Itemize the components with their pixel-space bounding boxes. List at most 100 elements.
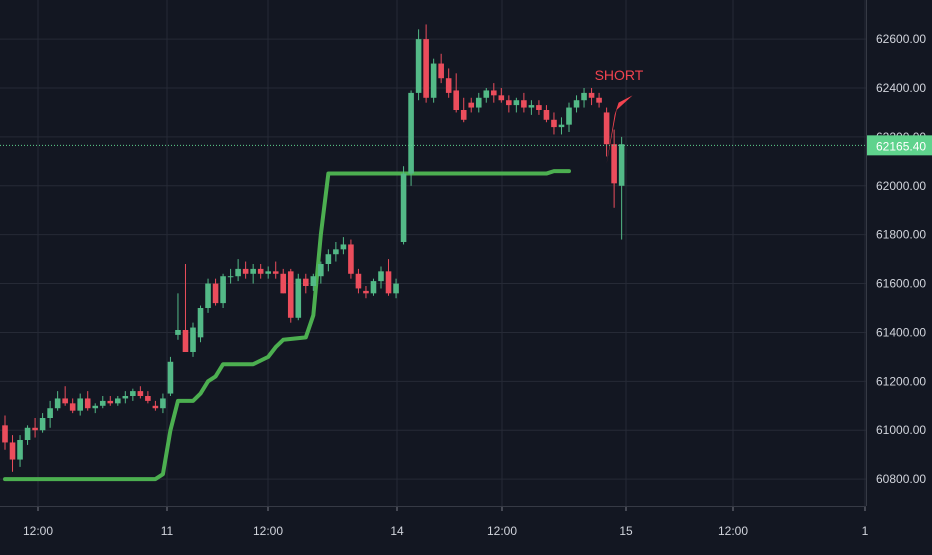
candle-body[interactable]	[333, 249, 339, 255]
y-tick-label: 61400.00	[876, 325, 926, 339]
x-tick-label: 12:00	[23, 524, 53, 538]
candle-body[interactable]	[348, 244, 354, 274]
candle-body[interactable]	[408, 92, 414, 174]
candle-body[interactable]	[603, 112, 610, 145]
candle-body[interactable]	[475, 97, 482, 108]
candle-body[interactable]	[551, 119, 557, 128]
y-tick-label: 62600.00	[876, 32, 926, 46]
candle-body[interactable]	[197, 308, 204, 338]
candle-body[interactable]	[205, 283, 211, 308]
x-tick-label: 12:00	[253, 524, 283, 538]
candle-body[interactable]	[318, 264, 324, 277]
candle-body[interactable]	[145, 396, 151, 401]
candle-body[interactable]	[242, 268, 249, 274]
candle-body[interactable]	[468, 102, 475, 108]
candle-body[interactable]	[363, 290, 369, 294]
candle-body[interactable]	[303, 278, 309, 286]
candle-body[interactable]	[528, 105, 535, 108]
candle-body[interactable]	[393, 283, 399, 294]
x-tick-label: 14	[390, 524, 404, 538]
candle-body[interactable]	[543, 110, 550, 120]
candle-body[interactable]	[506, 100, 512, 106]
candle-body[interactable]	[130, 391, 136, 396]
y-tick-label: 62000.00	[876, 179, 926, 193]
candle-body[interactable]	[257, 268, 264, 274]
candle-body[interactable]	[581, 92, 587, 101]
candle-body[interactable]	[355, 273, 362, 289]
short-signal-label: SHORT	[595, 67, 644, 83]
candle-body[interactable]	[536, 105, 542, 110]
candle-body[interactable]	[122, 396, 129, 399]
candle-body[interactable]	[460, 110, 467, 120]
candle-body[interactable]	[611, 144, 617, 184]
candle-body[interactable]	[438, 63, 444, 79]
trailing-stop-line	[3, 169, 571, 482]
candle-body[interactable]	[250, 268, 256, 274]
candle-body[interactable]	[295, 278, 302, 318]
candle-body[interactable]	[175, 330, 181, 335]
y-tick-label: 61600.00	[876, 277, 926, 291]
candle-body[interactable]	[325, 254, 332, 264]
candle-body[interactable]	[378, 271, 384, 282]
candle-body[interactable]	[415, 39, 422, 93]
candle-body[interactable]	[190, 327, 196, 352]
candle-body[interactable]	[265, 271, 271, 274]
y-tick-label: 60800.00	[876, 472, 926, 486]
candle-body[interactable]	[227, 276, 234, 278]
candle-body[interactable]	[513, 100, 520, 106]
candle-body[interactable]	[423, 39, 429, 98]
candle-body[interactable]	[99, 400, 106, 406]
candle-body[interactable]	[280, 273, 287, 294]
x-tick-label: 12:00	[718, 524, 748, 538]
candle-body[interactable]	[62, 398, 68, 404]
candle-body[interactable]	[498, 95, 505, 101]
candle-body[interactable]	[453, 90, 459, 110]
candle-body[interactable]	[483, 90, 490, 98]
candle-body[interactable]	[445, 78, 452, 93]
candle-body[interactable]	[137, 391, 144, 396]
candle-body[interactable]	[107, 400, 114, 404]
candle-body[interactable]	[39, 418, 46, 431]
candle-body[interactable]	[573, 100, 580, 108]
candle-body[interactable]	[69, 403, 76, 411]
candle-body[interactable]	[92, 405, 99, 409]
candle-body[interactable]	[47, 408, 53, 418]
y-tick-label: 61000.00	[876, 423, 926, 437]
candle-body[interactable]	[235, 268, 241, 277]
candle-body[interactable]	[340, 244, 347, 250]
candle-body[interactable]	[385, 271, 392, 294]
candle-body[interactable]	[54, 398, 61, 409]
candle-body[interactable]	[220, 276, 226, 304]
candle-body[interactable]	[24, 427, 31, 440]
candle-body[interactable]	[588, 92, 595, 98]
candle-body[interactable]	[491, 90, 497, 96]
candle-body[interactable]	[618, 144, 625, 186]
candle-body[interactable]	[370, 281, 377, 294]
candle-body[interactable]	[310, 276, 317, 286]
candle-body[interactable]	[212, 283, 219, 304]
candle-body[interactable]	[430, 63, 437, 98]
candle-body[interactable]	[2, 425, 8, 443]
candle-body[interactable]	[32, 427, 38, 431]
candle-body[interactable]	[160, 398, 166, 409]
candle-body[interactable]	[596, 97, 602, 103]
candle-body[interactable]	[17, 440, 23, 460]
candle-body[interactable]	[152, 405, 159, 409]
candle-body[interactable]	[521, 100, 527, 108]
candle-body[interactable]	[182, 330, 189, 352]
candle-body[interactable]	[287, 271, 294, 318]
candle-body[interactable]	[566, 107, 572, 125]
x-tick-label: 12:00	[487, 524, 517, 538]
candle-body[interactable]	[9, 442, 16, 460]
candle-body[interactable]	[272, 271, 279, 274]
candle-body[interactable]	[77, 398, 83, 411]
candle-body[interactable]	[558, 124, 565, 128]
candle-body[interactable]	[400, 173, 407, 242]
y-tick-label: 61200.00	[876, 374, 926, 388]
candle-body[interactable]	[115, 398, 121, 404]
candle-body[interactable]	[84, 398, 91, 409]
candle-body[interactable]	[167, 361, 174, 394]
